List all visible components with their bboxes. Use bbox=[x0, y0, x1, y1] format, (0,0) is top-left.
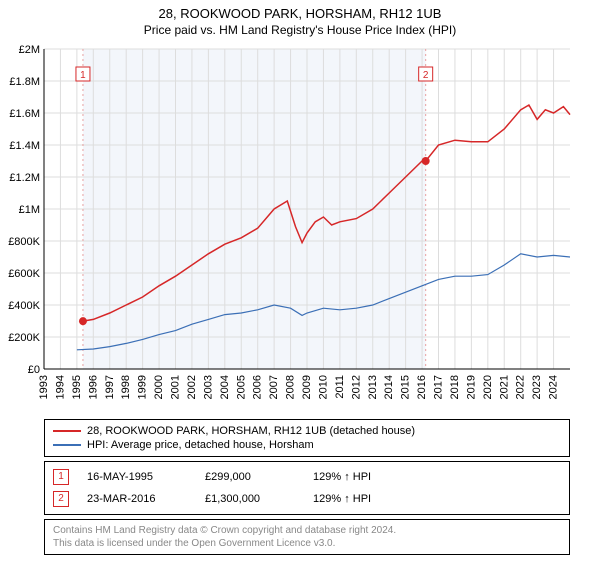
svg-text:2008: 2008 bbox=[285, 375, 297, 399]
sale-marker-num: 1 bbox=[58, 472, 64, 482]
sale-row: 2 23-MAR-2016 £1,300,000 129% ↑ HPI bbox=[53, 488, 561, 510]
sale-marker-num: 2 bbox=[58, 494, 64, 504]
svg-text:£1.4M: £1.4M bbox=[9, 140, 40, 152]
legend-label: 28, ROOKWOOD PARK, HORSHAM, RH12 1UB (de… bbox=[87, 425, 415, 437]
svg-text:2014: 2014 bbox=[383, 375, 395, 399]
svg-text:2009: 2009 bbox=[301, 375, 313, 399]
svg-text:2011: 2011 bbox=[334, 375, 346, 399]
sale-row: 1 16-MAY-1995 £299,000 129% ↑ HPI bbox=[53, 466, 561, 488]
svg-text:2021: 2021 bbox=[498, 375, 510, 399]
svg-text:2020: 2020 bbox=[482, 375, 494, 399]
sale-marker: 1 bbox=[53, 469, 69, 485]
legend-label: HPI: Average price, detached house, Hors… bbox=[87, 439, 314, 451]
sale-hpi: 129% ↑ HPI bbox=[313, 471, 403, 483]
svg-text:£0: £0 bbox=[28, 364, 40, 376]
legend-swatch bbox=[53, 444, 81, 446]
svg-text:£400K: £400K bbox=[8, 300, 40, 312]
sale-hpi: 129% ↑ HPI bbox=[313, 493, 403, 505]
svg-text:2010: 2010 bbox=[317, 375, 329, 399]
svg-text:1: 1 bbox=[80, 70, 86, 81]
svg-text:2017: 2017 bbox=[433, 375, 445, 399]
legend: 28, ROOKWOOD PARK, HORSHAM, RH12 1UB (de… bbox=[44, 419, 570, 457]
sale-price: £1,300,000 bbox=[205, 493, 295, 505]
svg-text:£600K: £600K bbox=[8, 268, 40, 280]
svg-text:2018: 2018 bbox=[449, 375, 461, 399]
footer-line: This data is licensed under the Open Gov… bbox=[53, 537, 561, 550]
svg-text:£2M: £2M bbox=[19, 44, 40, 56]
svg-text:2000: 2000 bbox=[153, 375, 165, 399]
svg-text:2013: 2013 bbox=[367, 375, 379, 399]
svg-text:2019: 2019 bbox=[465, 375, 477, 399]
legend-swatch bbox=[53, 430, 81, 432]
svg-text:2022: 2022 bbox=[515, 375, 527, 399]
svg-text:2002: 2002 bbox=[186, 375, 198, 399]
svg-text:£800K: £800K bbox=[8, 236, 40, 248]
svg-text:2024: 2024 bbox=[548, 375, 560, 399]
svg-text:£1M: £1M bbox=[19, 204, 40, 216]
svg-text:2015: 2015 bbox=[400, 375, 412, 399]
svg-text:2016: 2016 bbox=[416, 375, 428, 399]
chart-subtitle: Price paid vs. HM Land Registry's House … bbox=[0, 21, 600, 43]
svg-text:2007: 2007 bbox=[268, 375, 280, 399]
sale-date: 16-MAY-1995 bbox=[87, 471, 187, 483]
svg-text:1997: 1997 bbox=[104, 375, 116, 399]
svg-text:1993: 1993 bbox=[38, 375, 50, 399]
svg-text:1994: 1994 bbox=[54, 375, 66, 399]
legend-row: 28, ROOKWOOD PARK, HORSHAM, RH12 1UB (de… bbox=[53, 424, 561, 438]
svg-text:2023: 2023 bbox=[531, 375, 543, 399]
sales-table: 1 16-MAY-1995 £299,000 129% ↑ HPI 2 23-M… bbox=[44, 461, 570, 515]
svg-text:1998: 1998 bbox=[120, 375, 132, 399]
sale-marker: 2 bbox=[53, 491, 69, 507]
svg-text:2006: 2006 bbox=[252, 375, 264, 399]
svg-text:£1.6M: £1.6M bbox=[9, 108, 40, 120]
sale-date: 23-MAR-2016 bbox=[87, 493, 187, 505]
svg-text:2005: 2005 bbox=[235, 375, 247, 399]
svg-text:2: 2 bbox=[423, 70, 429, 81]
svg-text:£1.8M: £1.8M bbox=[9, 76, 40, 88]
svg-text:£200K: £200K bbox=[8, 332, 40, 344]
footer-attribution: Contains HM Land Registry data © Crown c… bbox=[44, 519, 570, 555]
svg-text:1995: 1995 bbox=[71, 375, 83, 399]
svg-text:2001: 2001 bbox=[170, 375, 182, 399]
chart-title: 28, ROOKWOOD PARK, HORSHAM, RH12 1UB bbox=[0, 0, 600, 21]
svg-text:1999: 1999 bbox=[137, 375, 149, 399]
svg-text:2012: 2012 bbox=[350, 375, 362, 399]
legend-row: HPI: Average price, detached house, Hors… bbox=[53, 438, 561, 452]
svg-text:2003: 2003 bbox=[202, 375, 214, 399]
chart-container: 28, ROOKWOOD PARK, HORSHAM, RH12 1UB Pri… bbox=[0, 0, 600, 555]
chart-svg: £0 £200K £400K £600K £800K £1M £1.2M £1.4M £1.6M… bbox=[0, 43, 600, 413]
sale-price: £299,000 bbox=[205, 471, 295, 483]
footer-line: Contains HM Land Registry data © Crown c… bbox=[53, 524, 561, 537]
svg-text:1996: 1996 bbox=[87, 375, 99, 399]
chart-plot: £0 £200K £400K £600K £800K £1M £1.2M £1.4M £1.6M… bbox=[0, 43, 600, 413]
svg-text:£1.2M: £1.2M bbox=[9, 172, 40, 184]
svg-text:2004: 2004 bbox=[219, 375, 231, 399]
